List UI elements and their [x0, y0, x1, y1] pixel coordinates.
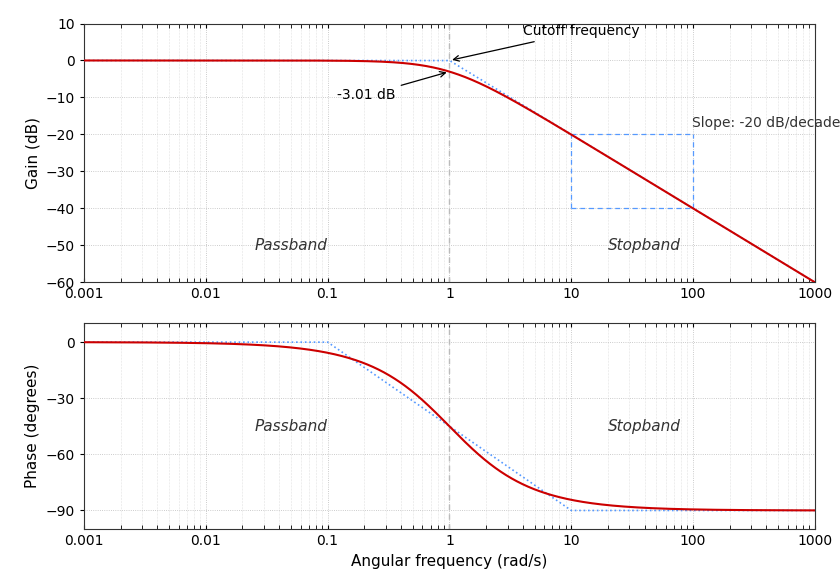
Y-axis label: Gain (dB): Gain (dB)	[25, 117, 40, 189]
Text: Cutoff frequency: Cutoff frequency	[454, 24, 639, 61]
Text: Slope: -20 dB/decade: Slope: -20 dB/decade	[692, 116, 840, 131]
Text: Stopband: Stopband	[608, 238, 681, 253]
Text: -3.01 dB: -3.01 dB	[337, 72, 445, 102]
Text: Passband: Passband	[255, 419, 327, 434]
Y-axis label: Phase (degrees): Phase (degrees)	[25, 364, 40, 489]
Text: Stopband: Stopband	[608, 419, 681, 434]
X-axis label: Angular frequency (rad/s): Angular frequency (rad/s)	[351, 554, 548, 569]
Text: Passband: Passband	[255, 238, 327, 253]
